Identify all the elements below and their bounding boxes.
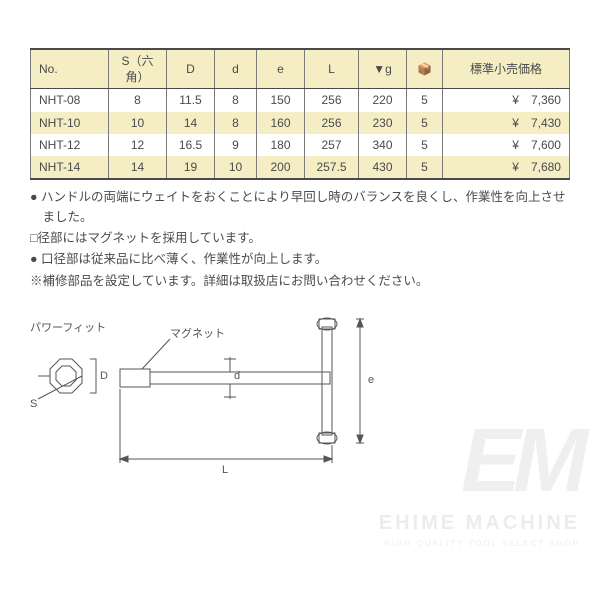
cell-q: 5 bbox=[407, 89, 443, 112]
cell-q: 5 bbox=[407, 156, 443, 179]
cell-price: ¥ 7,360 bbox=[443, 89, 570, 112]
spec-table: No. S（六角） D d e L ▼g 📦 標準小売価格 NHT-08 8 1… bbox=[30, 48, 570, 180]
cell-D: 16.5 bbox=[167, 134, 215, 156]
cell-no: NHT-10 bbox=[31, 112, 109, 134]
cell-d: 10 bbox=[215, 156, 257, 179]
cell-no: NHT-12 bbox=[31, 134, 109, 156]
table-header-row: No. S（六角） D d e L ▼g 📦 標準小売価格 bbox=[31, 49, 570, 89]
cell-D: 14 bbox=[167, 112, 215, 134]
table-row: NHT-10 10 14 8 160 256 230 5 ¥ 7,430 bbox=[31, 112, 570, 134]
label-powerfit: パワーフィット bbox=[30, 321, 106, 336]
cell-e: 160 bbox=[257, 112, 305, 134]
col-no: No. bbox=[31, 49, 109, 89]
cell-L: 256 bbox=[305, 112, 359, 134]
cell-no: NHT-08 bbox=[31, 89, 109, 112]
cell-s: 10 bbox=[109, 112, 167, 134]
cell-d: 8 bbox=[215, 112, 257, 134]
cell-g: 220 bbox=[359, 89, 407, 112]
label-S: S bbox=[30, 397, 37, 412]
cell-s: 12 bbox=[109, 134, 167, 156]
label-L: L bbox=[222, 463, 228, 478]
label-d: d bbox=[234, 369, 240, 384]
cell-e: 180 bbox=[257, 134, 305, 156]
table-row: NHT-12 12 16.5 9 180 257 340 5 ¥ 7,600 bbox=[31, 134, 570, 156]
col-g: ▼g bbox=[359, 49, 407, 89]
dimension-diagram: パワーフィット マグネット S D d e L bbox=[30, 309, 570, 489]
cell-g: 430 bbox=[359, 156, 407, 179]
cell-q: 5 bbox=[407, 134, 443, 156]
label-e: e bbox=[368, 373, 374, 388]
cell-g: 230 bbox=[359, 112, 407, 134]
cell-s: 14 bbox=[109, 156, 167, 179]
cell-D: 11.5 bbox=[167, 89, 215, 112]
cell-price: ¥ 7,430 bbox=[443, 112, 570, 134]
col-D: D bbox=[167, 49, 215, 89]
cell-no: NHT-14 bbox=[31, 156, 109, 179]
watermark-line2: HIGH QUALITY TOOL SELECT SHOP bbox=[379, 539, 580, 550]
col-qty: 📦 bbox=[407, 49, 443, 89]
cell-L: 256 bbox=[305, 89, 359, 112]
cell-price: ¥ 7,680 bbox=[443, 156, 570, 179]
label-magnet: マグネット bbox=[170, 327, 225, 342]
table-row: NHT-14 14 19 10 200 257.5 430 5 ¥ 7,680 bbox=[31, 156, 570, 179]
cell-price: ¥ 7,600 bbox=[443, 134, 570, 156]
col-d: d bbox=[215, 49, 257, 89]
note-item: ● 口径部は従来品に比べ薄く、作業性が向上します。 bbox=[30, 250, 570, 269]
cell-s: 8 bbox=[109, 89, 167, 112]
cell-e: 150 bbox=[257, 89, 305, 112]
col-price: 標準小売価格 bbox=[443, 49, 570, 89]
cell-L: 257 bbox=[305, 134, 359, 156]
cell-g: 340 bbox=[359, 134, 407, 156]
notes: ● ハンドルの両端にウェイトをおくことにより早回し時のバランスを良くし、作業性を… bbox=[30, 188, 570, 291]
label-D: D bbox=[100, 369, 108, 384]
diagram-svg bbox=[30, 309, 450, 489]
watermark-line1: EHIME MACHINE bbox=[379, 510, 580, 537]
note-item: ● ハンドルの両端にウェイトをおくことにより早回し時のバランスを良くし、作業性を… bbox=[30, 188, 570, 227]
cell-e: 200 bbox=[257, 156, 305, 179]
cell-L: 257.5 bbox=[305, 156, 359, 179]
col-L: L bbox=[305, 49, 359, 89]
note-item: □径部にはマグネットを採用しています。 bbox=[30, 229, 570, 248]
cell-D: 19 bbox=[167, 156, 215, 179]
cell-d: 8 bbox=[215, 89, 257, 112]
table-row: NHT-08 8 11.5 8 150 256 220 5 ¥ 7,360 bbox=[31, 89, 570, 112]
col-e: e bbox=[257, 49, 305, 89]
col-s: S（六角） bbox=[109, 49, 167, 89]
cell-q: 5 bbox=[407, 112, 443, 134]
cell-d: 9 bbox=[215, 134, 257, 156]
note-item: ※補修部品を設定しています。詳細は取扱店にお問い合わせください。 bbox=[30, 272, 570, 291]
